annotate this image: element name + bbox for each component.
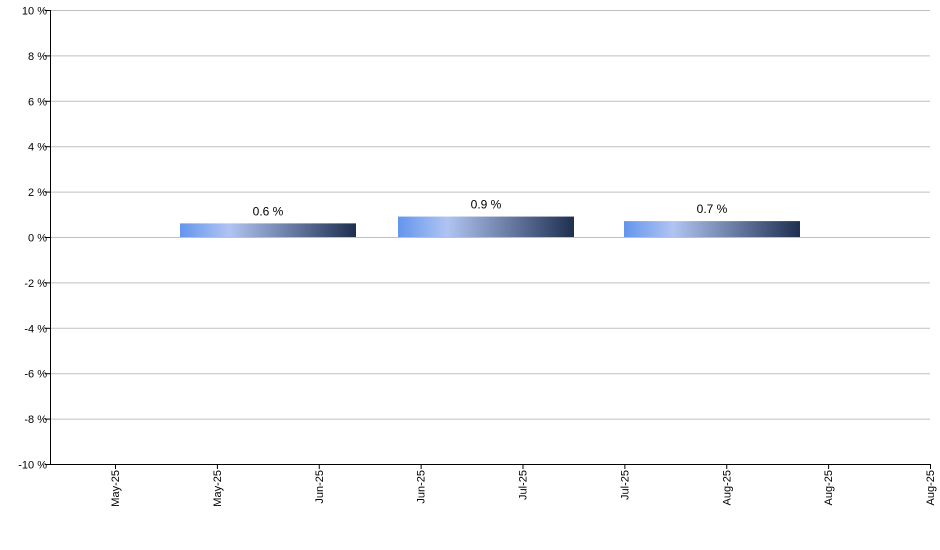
y-tick-label: 6 % [28, 96, 47, 108]
y-tick-label: -6 % [24, 369, 47, 381]
y-tick-label: -10 % [18, 460, 47, 472]
x-tick-label: May-25 [212, 470, 224, 507]
x-tick-label: Jun-25 [314, 470, 326, 504]
x-tick-label: May-25 [110, 470, 122, 507]
x-tick-label: Jun-25 [416, 470, 428, 504]
x-tick-label: Aug-25 [925, 470, 937, 505]
axes [50, 10, 930, 465]
y-tick-label: 4 % [28, 142, 47, 154]
bar [180, 223, 356, 237]
x-axis-ticks: May-25 May-25 Jun-25 Jun-25 Jul-25 Jul-25 Aug-… [110, 464, 937, 507]
data-label: 0.6 % [253, 204, 284, 218]
bar [398, 216, 574, 237]
y-tick-label: -8 % [24, 414, 47, 426]
y-tick-label: 0 % [28, 233, 47, 245]
y-tick-label: 2 % [28, 187, 47, 199]
data-label: 0.7 % [697, 202, 728, 216]
y-tick-label: 10 % [22, 6, 47, 18]
x-tick-label: Aug-25 [721, 470, 733, 505]
bars [180, 216, 800, 237]
x-tick-label: Jul-25 [518, 470, 530, 500]
x-tick-label: Aug-25 [823, 470, 835, 505]
data-labels: 0.6 % 0.9 % 0.7 % [253, 198, 728, 219]
y-tick-label: -2 % [24, 278, 47, 290]
y-tick-label: 8 % [28, 51, 47, 63]
grid-lines [50, 10, 930, 465]
y-tick-label: -4 % [24, 323, 47, 335]
y-axis-ticks: 10 % 8 % 6 % 4 % 2 % 0 % -2 % -4 % -6 % -8 % -10 % [18, 6, 50, 472]
x-tick-label: Jul-25 [619, 470, 631, 500]
data-label: 0.9 % [471, 198, 502, 212]
bar [624, 221, 800, 237]
